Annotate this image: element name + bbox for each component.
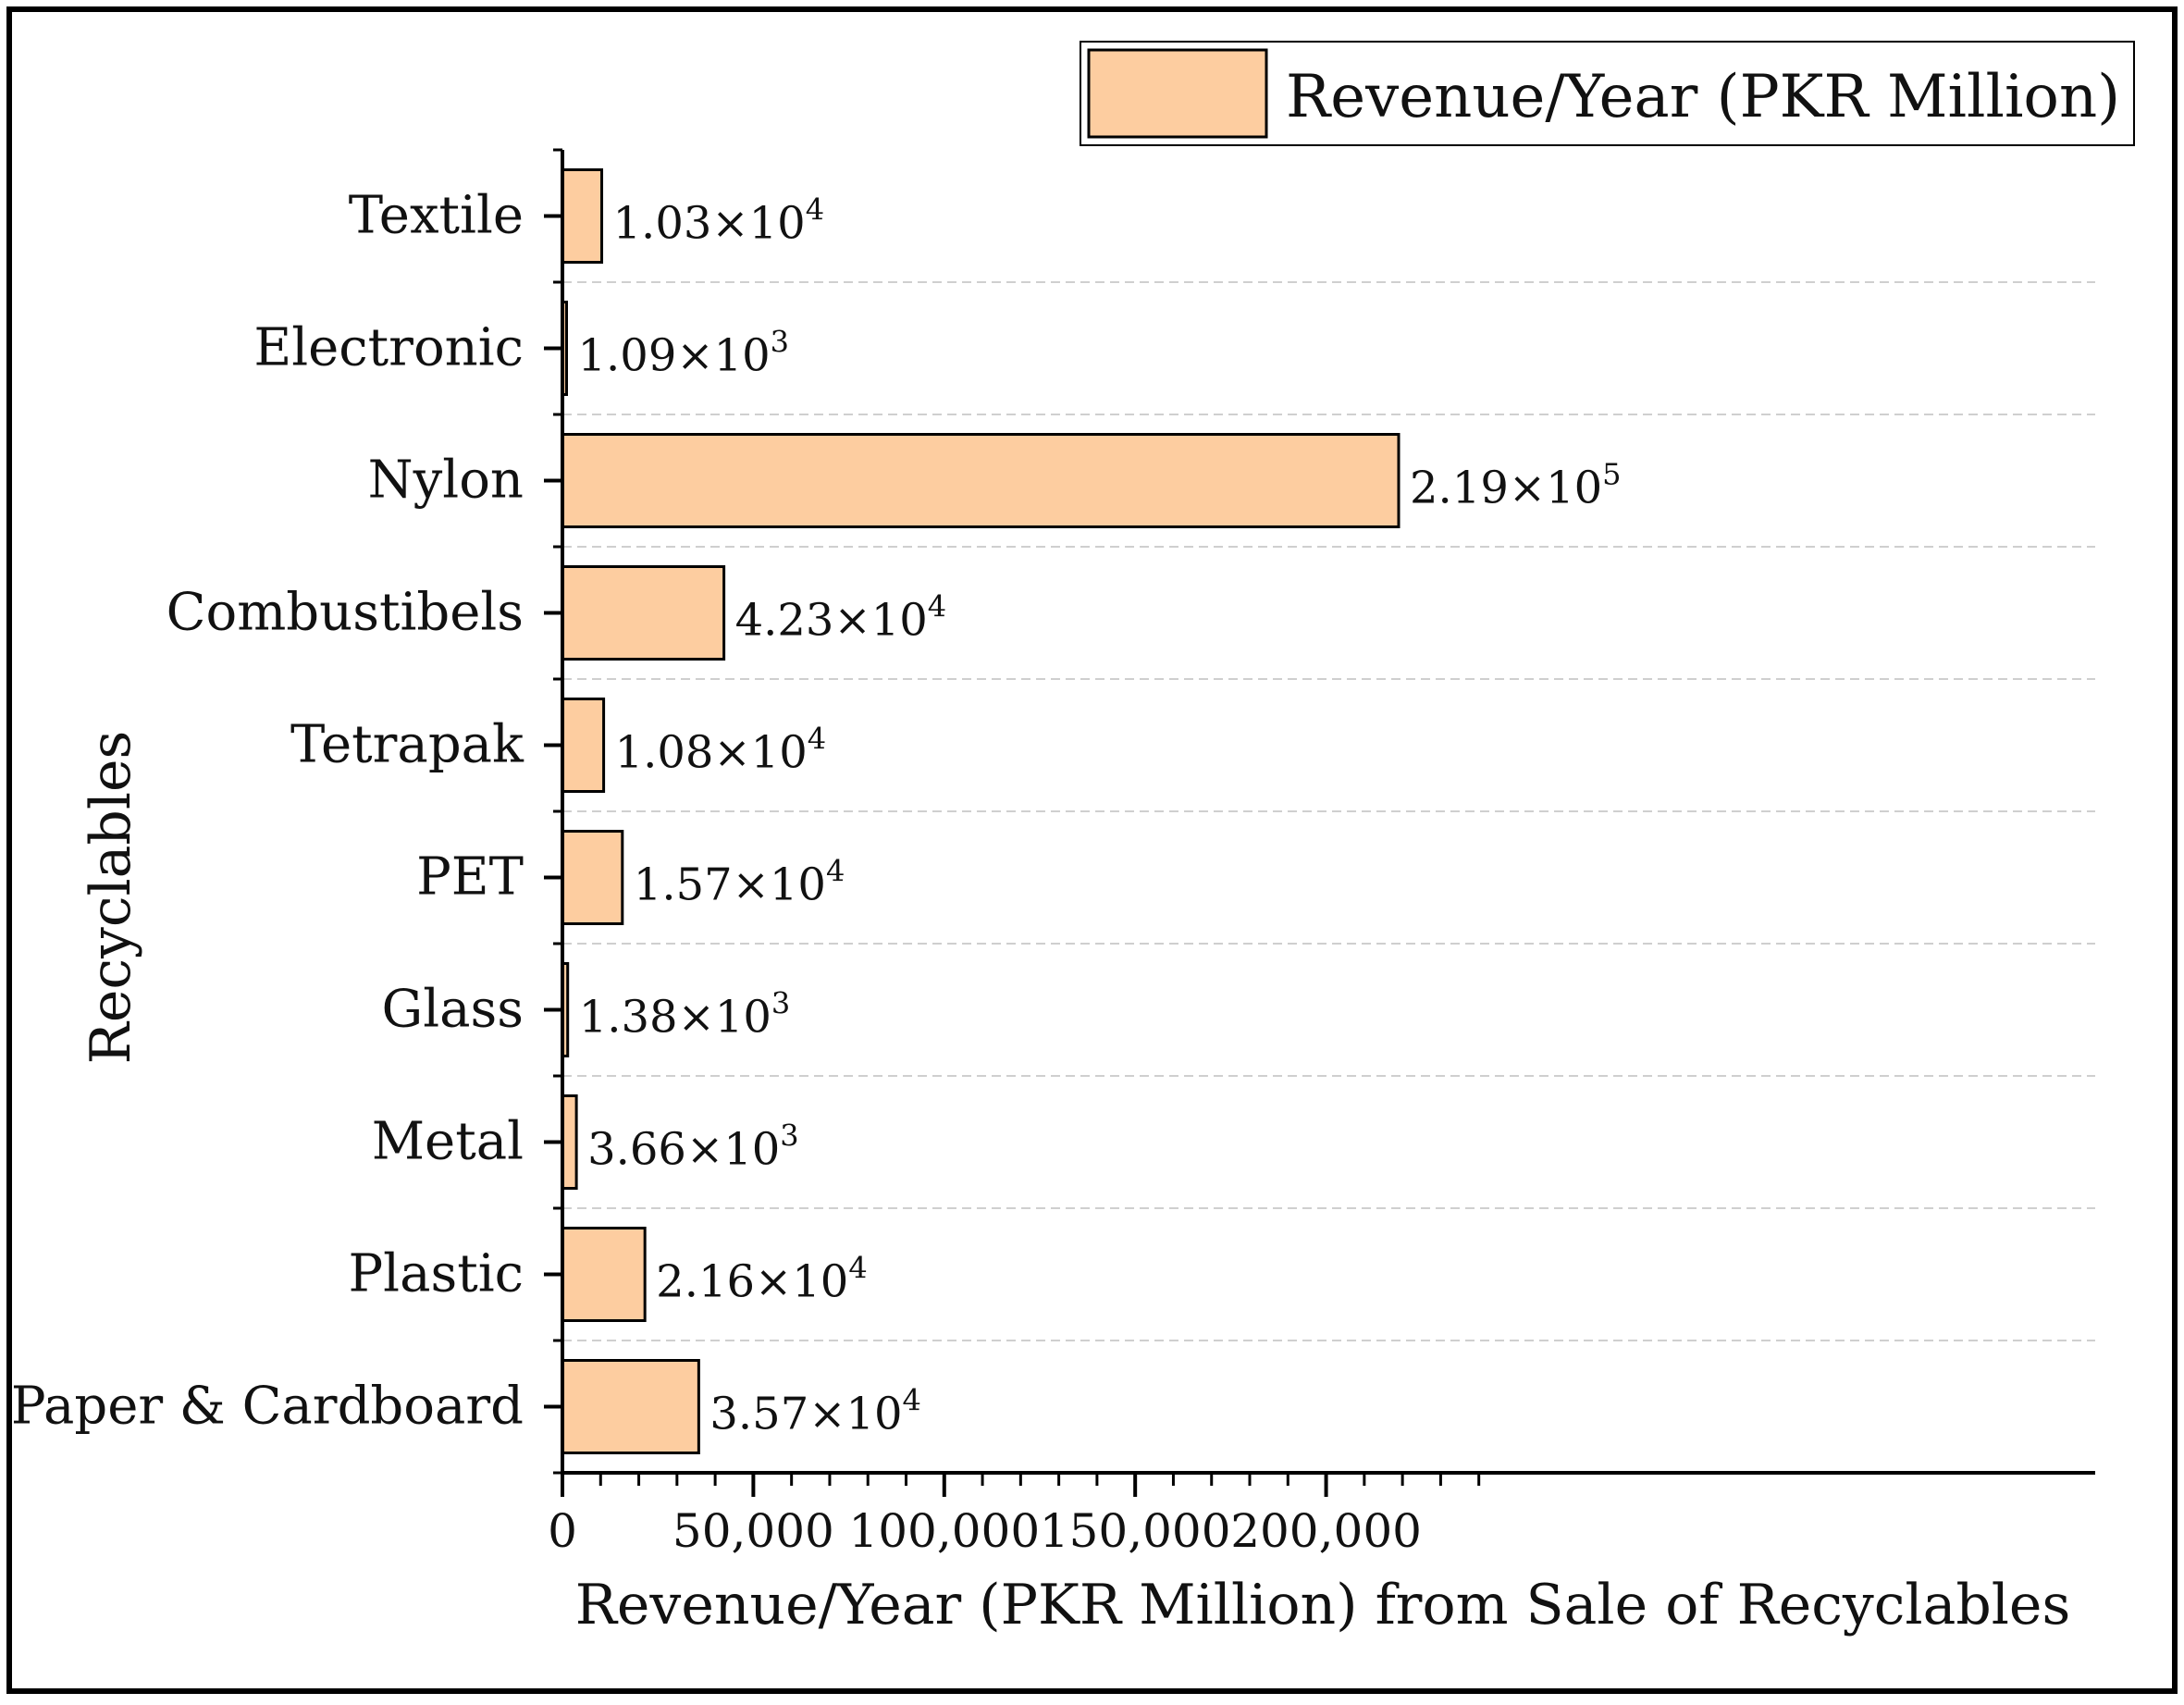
value-label: 2.16×104: [656, 1251, 868, 1308]
legend: Revenue/Year (PKR Million): [1080, 41, 2135, 146]
value-label-exponent: 4: [848, 1251, 867, 1286]
outer-frame: [6, 6, 2178, 1694]
bar-pet: [561, 830, 624, 925]
bar-combustibels: [561, 565, 726, 661]
value-label: 1.09×103: [577, 325, 789, 382]
bar-metal: [561, 1094, 578, 1190]
labels-layer: Paper & Cardboard 3.57×104 Plastic 2.16×10…: [11, 186, 1622, 1559]
bars-layer: [561, 168, 1400, 1454]
bar-tetrapak: [561, 698, 606, 793]
bar-paper-cardboard: [561, 1359, 700, 1454]
x-tick-label: 0: [548, 1504, 577, 1558]
value-label: 3.57×104: [709, 1383, 921, 1440]
value-label: 3.66×103: [587, 1118, 799, 1176]
bar-textile: [561, 168, 604, 264]
category-label: Combustibels: [167, 583, 524, 643]
value-label: 1.57×104: [634, 854, 845, 911]
value-label-exponent: 3: [771, 986, 790, 1021]
value-label-exponent: 4: [808, 722, 826, 757]
x-tick-label: 200,000: [1230, 1504, 1422, 1558]
bar-nylon: [561, 433, 1400, 528]
category-label: Metal: [372, 1112, 524, 1172]
value-label-exponent: 4: [826, 854, 845, 889]
legend-swatch: [1087, 48, 1268, 139]
category-label: Nylon: [368, 451, 524, 511]
axes-layer: [544, 148, 2095, 1497]
x-axis-title: Revenue/Year (PKR Million) from Sale of …: [575, 1573, 2070, 1637]
category-label: Paper & Cardboard: [11, 1377, 524, 1437]
category-label: Plastic: [349, 1244, 524, 1304]
value-label: 4.23×104: [735, 589, 947, 647]
value-label: 1.38×103: [579, 986, 791, 1044]
category-label: Tetrapak: [290, 715, 524, 775]
value-label: 1.08×104: [615, 722, 827, 779]
value-label-exponent: 4: [903, 1383, 921, 1418]
category-label: Electronic: [253, 318, 524, 378]
value-label: 1.03×104: [613, 192, 825, 250]
x-tick-label: 150,000: [1040, 1504, 1231, 1558]
category-label: Textile: [349, 186, 524, 246]
value-label-exponent: 4: [806, 192, 824, 228]
grid-layer: [562, 281, 2095, 1341]
category-label: PET: [416, 847, 524, 908]
value-label-exponent: 5: [1602, 457, 1621, 492]
y-axis-title: Recyclables: [79, 731, 143, 1065]
x-tick-label: 50,000: [672, 1504, 834, 1558]
value-label-exponent: 3: [780, 1118, 798, 1154]
bar-plastic: [561, 1227, 647, 1322]
value-label: 2.19×105: [1410, 457, 1622, 514]
value-label-exponent: 3: [771, 325, 789, 360]
category-label: Glass: [381, 980, 524, 1040]
legend-label: Revenue/Year (PKR Million): [1286, 63, 2120, 131]
value-label-exponent: 4: [928, 589, 946, 624]
x-tick-label: 100,000: [848, 1504, 1040, 1558]
